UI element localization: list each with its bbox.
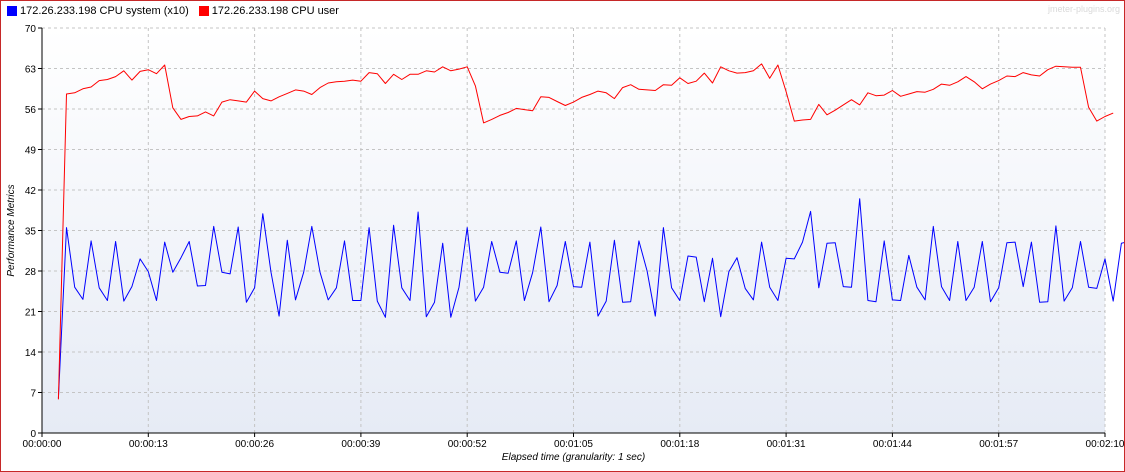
- grid-lines: [42, 27, 1106, 433]
- x-tick-label: 00:01:31: [767, 439, 806, 450]
- axes: [38, 27, 1106, 437]
- y-tick-label: 70: [25, 24, 37, 35]
- y-tick-label: 42: [25, 186, 37, 197]
- x-tick-label: 00:02:10: [1086, 439, 1124, 450]
- y-tick-label: 21: [25, 308, 37, 319]
- y-tick-label: 28: [25, 267, 37, 278]
- y-tick-label: 56: [25, 105, 37, 116]
- x-tick-label: 00:01:18: [660, 439, 699, 450]
- y-tick-label: 63: [25, 65, 37, 76]
- x-tick-label: 00:00:00: [23, 439, 62, 450]
- x-tick-label: 00:01:44: [873, 439, 912, 450]
- y-tick-label: 35: [25, 227, 37, 238]
- x-tick-label: 00:01:05: [554, 439, 593, 450]
- legend-item-cpu-system[interactable]: 172.26.233.198 CPU system (x10): [7, 5, 189, 17]
- x-axis-title: Elapsed time (granularity: 1 sec): [502, 452, 645, 463]
- y-axis-title: Performance Metrics: [6, 184, 17, 276]
- legend-label-cpu-system: 172.26.233.198 CPU system (x10): [20, 5, 189, 17]
- legend-swatch-cpu-system: [7, 6, 17, 16]
- x-tick-label: 00:00:39: [341, 439, 380, 450]
- series-line-cpu-system: [57, 198, 1124, 399]
- tick-labels: 0 7 14 21 28 35 42 49 56 63 70 00:00:00 00:00:13 00:0…: [23, 24, 1124, 450]
- y-tick-label: 14: [25, 348, 37, 359]
- y-tick-label: 49: [25, 146, 37, 157]
- x-tick-label: 00:00:26: [235, 439, 274, 450]
- y-tick-label: 0: [30, 429, 36, 440]
- series-line-cpu-user: [57, 63, 1114, 400]
- x-tick-label: 00:00:52: [448, 439, 487, 450]
- legend-item-cpu-user[interactable]: 172.26.233.198 CPU user: [198, 5, 339, 17]
- x-tick-label: 00:00:13: [129, 439, 168, 450]
- legend-label-cpu-user: 172.26.233.198 CPU user: [211, 5, 339, 17]
- legend-swatch-cpu-user: [198, 6, 209, 16]
- y-tick-label: 7: [30, 389, 36, 400]
- series-layer: [57, 63, 1124, 400]
- chart-legend: 172.26.233.198 CPU system (x10) 172.26.2…: [7, 5, 339, 17]
- x-tick-label: 00:01:57: [979, 439, 1018, 450]
- watermark-text: jmeter-plugins.org: [1047, 4, 1120, 14]
